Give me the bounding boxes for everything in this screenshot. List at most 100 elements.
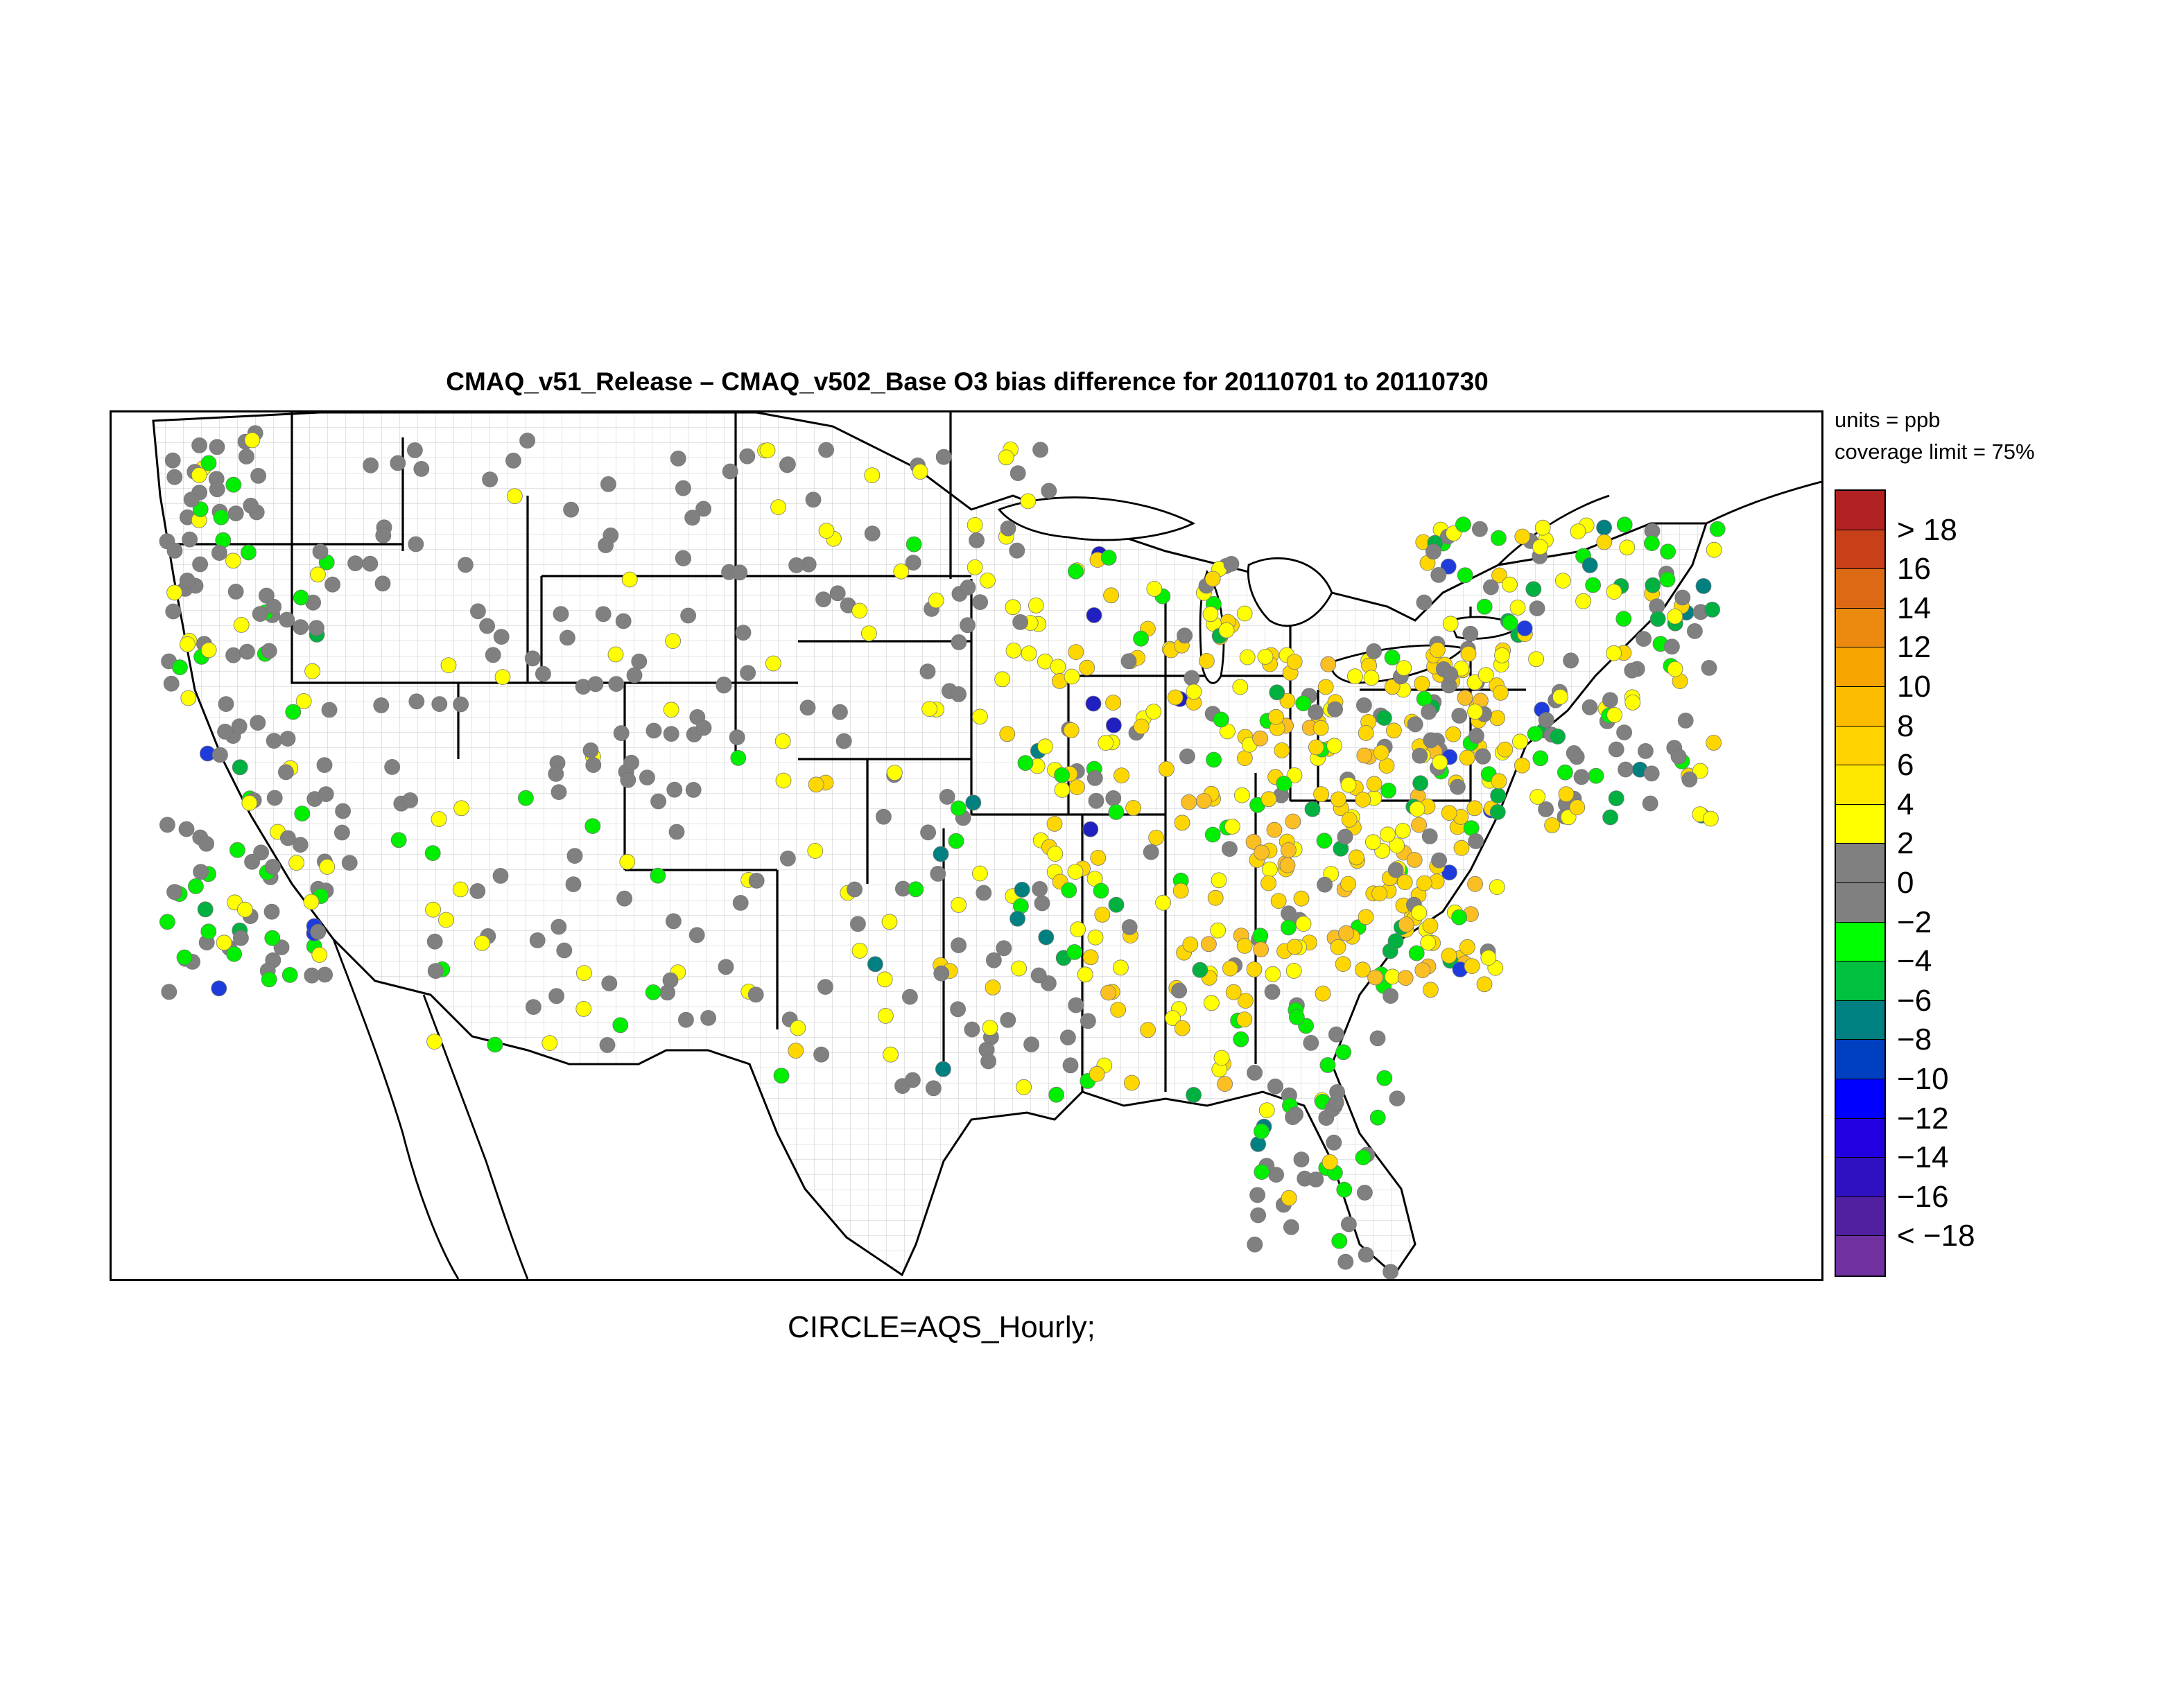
site-marker bbox=[1086, 607, 1102, 623]
site-marker bbox=[1098, 735, 1114, 751]
site-marker bbox=[244, 853, 261, 870]
site-marker bbox=[218, 696, 234, 713]
site-marker bbox=[241, 794, 258, 811]
site-marker bbox=[292, 837, 309, 853]
site-marker bbox=[457, 557, 474, 573]
colorbar-tick-label: −6 bbox=[1897, 983, 1932, 1018]
site-marker bbox=[347, 555, 364, 572]
site-marker bbox=[1606, 706, 1623, 723]
site-marker bbox=[277, 764, 294, 781]
colorbar-swatch bbox=[1836, 962, 1884, 1001]
site-marker bbox=[887, 765, 903, 781]
site-marker bbox=[1585, 577, 1602, 593]
site-marker bbox=[1416, 594, 1432, 611]
site-marker bbox=[198, 835, 215, 852]
site-marker bbox=[1155, 894, 1171, 911]
site-marker bbox=[1108, 896, 1125, 913]
site-marker bbox=[373, 697, 390, 713]
site-marker bbox=[1133, 718, 1150, 735]
site-marker bbox=[1125, 800, 1141, 816]
site-marker bbox=[166, 584, 182, 601]
site-marker bbox=[1238, 993, 1254, 1009]
site-marker bbox=[264, 859, 281, 875]
site-marker bbox=[1105, 790, 1122, 806]
site-marker bbox=[1695, 577, 1712, 594]
site-marker bbox=[1397, 970, 1414, 986]
site-marker bbox=[1457, 690, 1473, 706]
site-marker bbox=[1304, 801, 1321, 817]
site-marker bbox=[324, 576, 341, 593]
site-marker bbox=[1206, 751, 1222, 768]
site-marker bbox=[650, 867, 666, 884]
site-marker bbox=[616, 890, 632, 907]
site-marker bbox=[621, 571, 638, 588]
site-marker bbox=[1602, 809, 1619, 826]
site-marker bbox=[1677, 712, 1694, 729]
site-marker bbox=[493, 629, 510, 645]
site-marker bbox=[675, 480, 691, 496]
site-marker bbox=[211, 545, 227, 562]
site-marker bbox=[1069, 779, 1085, 795]
site-marker bbox=[780, 456, 796, 473]
site-marker bbox=[685, 782, 702, 798]
site-marker bbox=[740, 665, 756, 681]
site-marker bbox=[1308, 1172, 1324, 1187]
site-marker bbox=[1615, 611, 1632, 627]
site-marker bbox=[1247, 1236, 1263, 1253]
site-marker bbox=[722, 463, 738, 480]
site-marker bbox=[1247, 1065, 1263, 1081]
colorbar-swatch bbox=[1836, 922, 1884, 962]
site-marker bbox=[972, 865, 988, 882]
site-marker bbox=[972, 708, 988, 725]
site-marker bbox=[790, 1020, 806, 1036]
site-marker bbox=[1267, 1078, 1283, 1095]
site-marker bbox=[229, 842, 245, 858]
site-marker bbox=[770, 499, 786, 516]
coverage-label: coverage limit = 75% bbox=[1835, 440, 2035, 464]
site-marker bbox=[1702, 810, 1719, 827]
site-marker bbox=[645, 984, 661, 1000]
site-marker bbox=[1663, 638, 1680, 655]
site-marker bbox=[1667, 661, 1683, 677]
site-marker bbox=[881, 914, 898, 930]
site-marker bbox=[261, 971, 277, 988]
site-marker bbox=[240, 544, 257, 561]
site-marker bbox=[1165, 1010, 1181, 1026]
site-marker bbox=[311, 947, 328, 963]
site-marker bbox=[576, 965, 592, 981]
site-marker bbox=[1088, 792, 1104, 809]
site-marker bbox=[1121, 919, 1138, 935]
site-marker bbox=[582, 742, 599, 758]
site-marker bbox=[1257, 648, 1274, 665]
site-marker bbox=[469, 883, 486, 899]
site-marker bbox=[1645, 577, 1661, 593]
site-marker bbox=[191, 467, 207, 483]
site-marker bbox=[1066, 944, 1083, 960]
site-marker bbox=[1032, 881, 1048, 897]
site-marker bbox=[1376, 710, 1392, 726]
site-marker bbox=[1387, 862, 1404, 878]
site-marker bbox=[1204, 995, 1220, 1011]
site-marker bbox=[312, 543, 329, 560]
site-marker bbox=[200, 642, 217, 659]
site-marker bbox=[1494, 647, 1510, 663]
site-marker bbox=[1670, 748, 1687, 765]
site-marker bbox=[1649, 611, 1666, 627]
site-marker bbox=[967, 516, 983, 533]
site-marker bbox=[1563, 652, 1579, 669]
site-marker bbox=[1124, 1074, 1140, 1091]
site-marker bbox=[159, 914, 175, 930]
colorbar-swatch bbox=[1836, 686, 1884, 726]
site-marker bbox=[341, 855, 358, 871]
site-marker bbox=[1414, 962, 1431, 978]
site-marker bbox=[1441, 805, 1457, 821]
site-marker bbox=[1642, 795, 1658, 812]
site-marker bbox=[598, 537, 614, 554]
colorbar-swatch bbox=[1836, 530, 1884, 570]
site-marker bbox=[960, 617, 976, 634]
site-marker bbox=[850, 916, 866, 932]
site-marker bbox=[1602, 692, 1618, 708]
site-marker bbox=[1358, 909, 1374, 925]
site-marker bbox=[607, 646, 624, 663]
site-marker bbox=[905, 555, 921, 571]
